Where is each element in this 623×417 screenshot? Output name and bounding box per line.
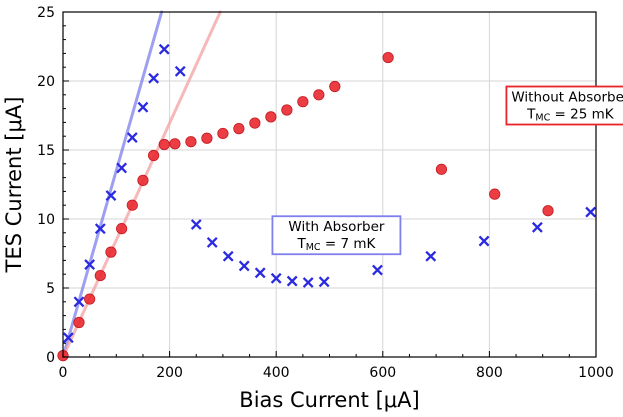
data-point-circle (73, 316, 85, 329)
axis-ticks: 0 200 400 600 800 1000 0 5 10 15 20 25 (37, 5, 614, 381)
data-point-x (62, 332, 74, 344)
data-point-x (126, 132, 138, 143)
data-point-circle (217, 127, 229, 140)
data-point-x (425, 250, 437, 262)
data-point-circle (313, 89, 325, 101)
data-point-circle (185, 136, 197, 148)
x-tick-label: 0 (59, 365, 68, 381)
data-point-x (270, 272, 282, 284)
data-point-x (94, 223, 106, 235)
y-tick-label: 0 (46, 350, 55, 366)
y-tick-label: 10 (37, 212, 55, 228)
y-tick-label: 15 (37, 143, 55, 159)
fit-line (61, 10, 164, 359)
data-point-circle (169, 138, 181, 150)
x-axis-label: Bias Current [μA] (239, 388, 419, 412)
x-tick-label: 200 (156, 365, 183, 381)
data-point-circle (137, 174, 149, 186)
data-point-x (302, 277, 314, 288)
data-point-circle (382, 51, 394, 64)
data-point-x (222, 250, 234, 262)
data-point-x (206, 237, 218, 248)
data-point-x (84, 259, 96, 270)
data-point-x (254, 267, 266, 279)
data-point-x (286, 275, 298, 287)
data-point-x (478, 235, 490, 247)
annotation-line: TMC = 7 mK (296, 236, 376, 253)
y-axis-label: TES Current [μA] (2, 97, 26, 274)
x-tick-label: 400 (263, 365, 290, 381)
y-tick-label: 5 (46, 281, 55, 297)
x-tick-label: 600 (369, 365, 396, 381)
x-tick-label: 800 (476, 365, 503, 381)
data-point-circle (94, 269, 106, 282)
y-tick-label: 25 (37, 5, 55, 21)
data-point-circle (297, 96, 309, 108)
data-point-circle (265, 111, 277, 123)
annotation-frame (505, 85, 623, 126)
data-points (57, 43, 597, 362)
data-point-x (158, 43, 170, 55)
data-point-x (148, 72, 160, 84)
x-tick-label: 1000 (578, 365, 614, 381)
data-point-circle (126, 199, 138, 211)
data-point-circle (281, 104, 293, 116)
data-point-x (116, 162, 128, 174)
annotation-frame (271, 215, 402, 256)
data-point-circle (249, 117, 261, 129)
data-point-circle (489, 188, 501, 200)
data-point-x (190, 219, 202, 230)
data-point-circle (148, 149, 160, 162)
data-point-circle (201, 132, 213, 144)
data-point-circle (105, 246, 117, 258)
data-point-x (318, 276, 330, 288)
y-tick-label: 20 (37, 74, 55, 90)
annotation-line: Without Absorber (511, 90, 623, 106)
data-point-x (73, 296, 85, 308)
data-point-x (372, 264, 383, 276)
data-point-circle (233, 123, 245, 135)
data-point-circle (158, 138, 170, 151)
data-point-x (137, 101, 149, 113)
data-point-circle (435, 163, 448, 175)
data-point-x (174, 65, 186, 77)
data-point-circle (542, 205, 554, 217)
annotation-line: TMC = 25 mK (526, 107, 615, 124)
data-point-x (585, 206, 597, 218)
data-point-circle (84, 293, 96, 305)
data-point-x (238, 260, 250, 272)
data-point-circle (116, 223, 128, 235)
data-point-x (531, 221, 543, 233)
data-point-circle (329, 80, 341, 93)
annotation-line: With Absorber (288, 219, 384, 235)
data-point-x (105, 190, 117, 201)
